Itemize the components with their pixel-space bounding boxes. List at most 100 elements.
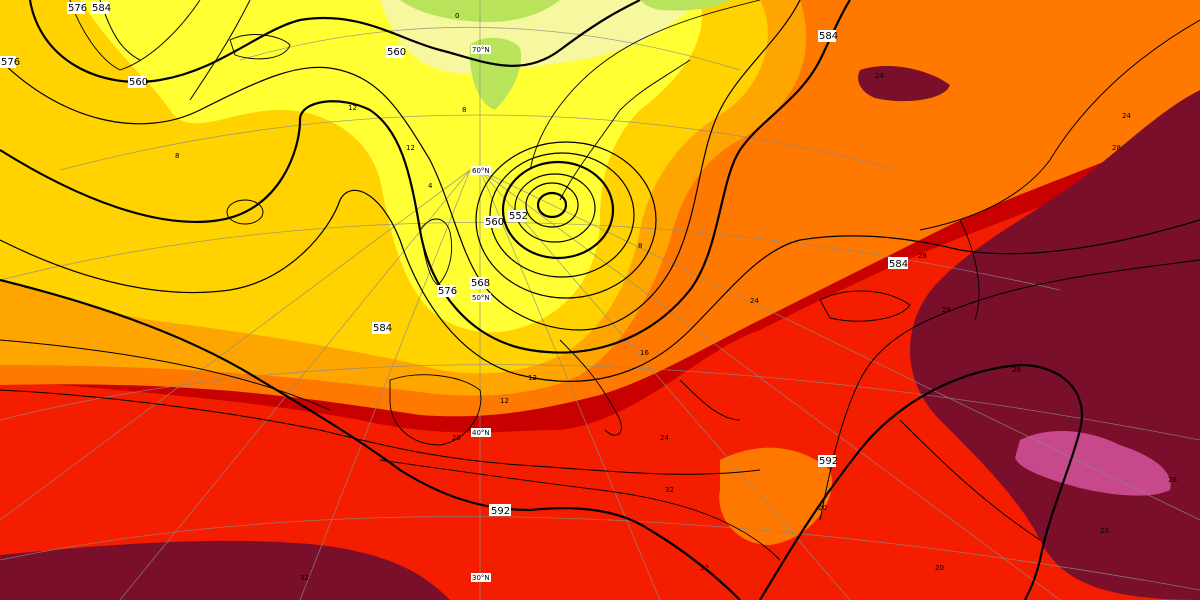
contour-label: 568 [471,278,490,289]
coast-italy [559,339,622,436]
contour-thin-7 [226,199,264,225]
lon-line-e10 [479,169,661,600]
contour-label: 592 [819,456,838,467]
contour-592-east [759,363,1083,600]
coastlines [69,0,1041,561]
lat-line-30 [0,516,1200,591]
coast-scandinavia [529,0,761,201]
low-ring-4 [501,160,615,260]
contour-labels: 576 560 560 552 560 568 576 584 584 584 … [0,2,908,517]
lat-label-40: 40°N [472,429,490,437]
label-box [818,30,836,42]
temp-label: 28 [918,252,927,260]
contour-560 [28,0,641,83]
latitude-labels: 70°N 60°N 50°N 40°N 30°N [471,45,491,582]
temp-label: 0 [455,12,459,20]
lat-label-50: 50°N [472,294,490,302]
contour-thin-5 [189,0,251,101]
temp-label: 24 [750,297,759,305]
contour-thin-4 [919,19,1200,231]
label-box [128,76,146,88]
temp-label: 8 [462,106,466,114]
contour-label: 576 [438,286,457,297]
temp-label: 24 [875,72,884,80]
lat-line-70 [239,26,741,71]
contour-label: 552 [509,211,528,222]
band-maroon-south [0,540,450,600]
label-box [471,166,491,175]
low-ring-6 [475,141,657,299]
contour-label: 576 [1,57,20,68]
temp-label: 28 [1168,476,1177,484]
contour-thin-1 [0,389,761,475]
label-box [67,2,85,14]
temp-label: 20 [935,564,944,572]
contour-label: 584 [889,259,908,270]
lon-line-w10 [299,169,471,600]
lon-line-w30 [0,169,471,521]
label-box [471,45,491,54]
label-box [470,277,488,289]
lat-line-40 [0,364,1200,441]
coast-arabia [899,419,1041,541]
low-ring-2 [525,182,579,228]
label-box [0,56,16,68]
label-box [818,455,836,467]
temp-label: 12 [500,397,509,405]
label-box [372,322,390,334]
contour-label: 584 [819,31,838,42]
lat-label-60: 60°N [472,167,490,175]
temp-label: 32 [665,486,674,494]
temp-label: 20 [1100,527,1109,535]
temperature-labels: 0 12 12 8 4 16 12 20 32 24 28 28 24 28 2… [175,12,1177,582]
band-orange-patch [719,447,832,545]
label-box [471,573,491,582]
contour-label: 560 [387,47,406,58]
low-ring-5 [489,152,635,278]
contour-label: 560 [485,217,504,228]
label-box [471,293,491,302]
contour-label: 592 [491,506,510,517]
temp-label: 12 [528,374,537,382]
label-box [489,504,511,516]
lon-line-e40 [479,169,1200,521]
coast-greece [679,379,741,421]
temp-label: 20 [452,434,461,442]
band-yellow [80,0,702,333]
band-green-3 [640,0,730,11]
contour-label: 560 [129,77,148,88]
lon-line-e30 [479,169,1061,600]
contour-label: 576 [68,3,87,14]
label-box [888,257,908,269]
band-green-2 [469,37,521,110]
temp-label: 32 [300,574,309,582]
temp-label: 28 [1112,144,1121,152]
coast-africa [379,459,781,561]
low-ring-1 [536,191,568,219]
lon-line-w20 [119,169,471,600]
label-box [484,216,502,228]
label-box [91,2,109,14]
band-pink [1015,430,1171,496]
lat-label-30: 30°N [472,574,490,582]
band-red [0,150,1200,600]
temp-label: 20 [818,504,827,512]
lon-line-e20 [479,169,851,600]
temp-label: 32 [700,564,709,572]
contour-thin-2 [0,339,331,411]
coast-caspian [959,219,980,321]
coast-blacksea [819,290,911,322]
temp-label: 12 [348,104,357,112]
contour-568 [0,0,801,331]
coast-greenland [69,0,201,71]
contour-thin-3 [819,259,1200,521]
label-box [386,46,404,58]
temp-label: 4 [428,182,433,190]
contour-584 [0,189,1200,382]
temp-label: 24 [660,434,669,442]
temp-label: 16 [640,349,649,357]
temp-label: 12 [406,144,415,152]
